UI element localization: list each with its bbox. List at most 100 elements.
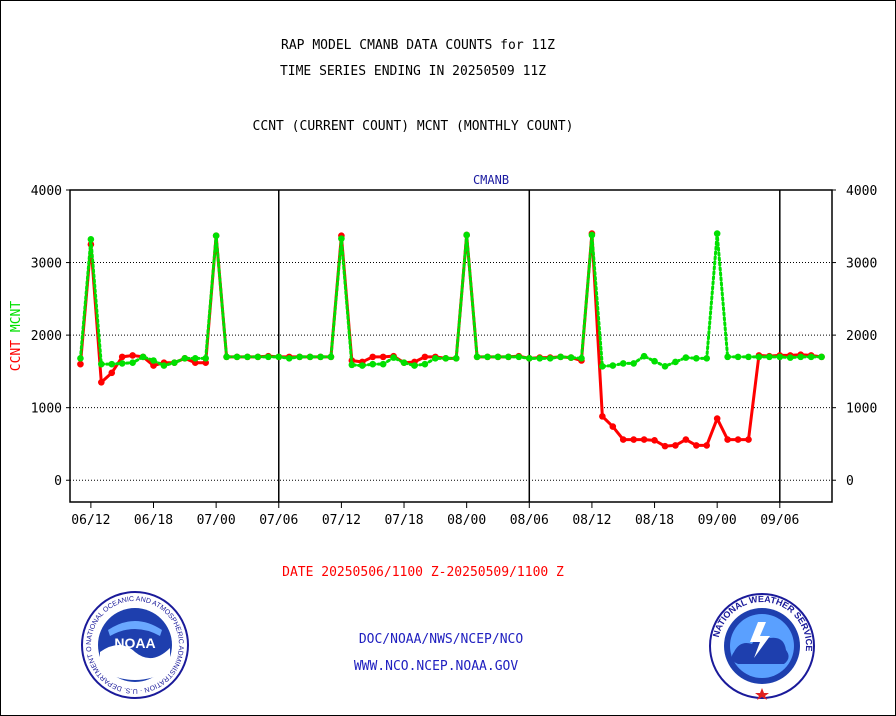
series-mcnt-point bbox=[202, 355, 209, 362]
series-mcnt-point bbox=[87, 236, 95, 243]
series-mcnt-point bbox=[599, 363, 606, 370]
x-tick-label: 09/06 bbox=[760, 513, 799, 528]
series-mcnt-point bbox=[588, 231, 596, 239]
series-mcnt-point bbox=[619, 360, 627, 367]
x-tick-label: 07/06 bbox=[259, 513, 298, 528]
series-mcnt-point bbox=[515, 353, 523, 361]
series-mcnt-point bbox=[442, 355, 450, 362]
series-mcnt-line bbox=[78, 232, 824, 368]
x-tick-label: 06/18 bbox=[134, 513, 173, 528]
series-mcnt-point bbox=[766, 353, 773, 361]
x-tick-label: 07/18 bbox=[384, 513, 423, 528]
series-mcnt-point bbox=[755, 353, 763, 361]
noaa-logo: NOAA NATIONAL OCEANIC AND ATMOSPHERIC AD… bbox=[80, 590, 189, 699]
series-ccnt-point bbox=[619, 436, 627, 443]
series-ccnt-point bbox=[98, 378, 105, 386]
x-tick-label: 09/00 bbox=[698, 513, 737, 528]
series-mcnt-point bbox=[296, 353, 303, 361]
series-ccnt-point bbox=[651, 437, 658, 444]
series-mcnt-point bbox=[181, 355, 189, 362]
series-mcnt-point bbox=[139, 353, 147, 361]
series-mcnt-point bbox=[484, 353, 491, 361]
series-ccnt-point bbox=[693, 442, 700, 449]
series-mcnt-point bbox=[557, 353, 564, 361]
series-mcnt-point bbox=[98, 360, 105, 368]
series-mcnt-point bbox=[640, 352, 648, 360]
series-mcnt-point bbox=[525, 355, 533, 362]
website-link[interactable]: WWW.NCO.NCEP.NOAA.GOV bbox=[353, 659, 519, 674]
series-mcnt-point bbox=[703, 355, 711, 362]
org-line: DOC/NOAA/NWS/NCEP/NCO bbox=[358, 632, 524, 647]
x-tick-label: 07/00 bbox=[197, 513, 236, 528]
series-mcnt-point bbox=[473, 353, 481, 361]
series-mcnt-point bbox=[630, 360, 637, 367]
series-ccnt-point bbox=[661, 442, 669, 450]
series-mcnt-point bbox=[400, 359, 408, 366]
series-mcnt-point bbox=[191, 355, 199, 362]
series-mcnt-point bbox=[390, 354, 397, 361]
series-ccnt-point bbox=[118, 353, 126, 361]
series-mcnt-point bbox=[327, 353, 335, 361]
x-tick-label: 08/00 bbox=[447, 513, 486, 528]
plot-area bbox=[69, 189, 833, 503]
series-mcnt-point bbox=[546, 355, 554, 362]
series-mcnt-point bbox=[578, 355, 585, 362]
series-mcnt-point bbox=[212, 232, 220, 240]
plot-title: CMANB bbox=[473, 173, 509, 187]
series-mcnt-point bbox=[797, 353, 804, 361]
y-tick-label-left: 2000 bbox=[31, 329, 62, 344]
series-ccnt-point bbox=[609, 423, 617, 430]
series-mcnt-point bbox=[358, 362, 366, 369]
y-tick-label-right: 1000 bbox=[846, 402, 877, 417]
series-mcnt-point bbox=[745, 353, 752, 361]
noaa-logo-label: NOAA bbox=[114, 635, 155, 651]
series-mcnt-point bbox=[411, 362, 418, 369]
series-ccnt-point bbox=[672, 442, 679, 449]
series-mcnt-point bbox=[77, 355, 84, 362]
series-ccnt-point bbox=[150, 362, 157, 369]
series-mcnt-point bbox=[254, 353, 262, 361]
y-tick-label-right: 3000 bbox=[846, 257, 877, 272]
series-ccnt-point bbox=[724, 436, 731, 443]
series-ccnt-point bbox=[369, 353, 377, 361]
series-mcnt-point bbox=[661, 363, 669, 370]
series-mcnt-point bbox=[317, 353, 324, 361]
y-tick-label-right: 0 bbox=[846, 474, 854, 489]
series-mcnt-point bbox=[432, 355, 439, 362]
series-mcnt-point bbox=[118, 360, 126, 367]
series-mcnt-point bbox=[463, 231, 470, 239]
series-mcnt-point bbox=[672, 358, 679, 366]
series-ccnt-point bbox=[734, 436, 742, 443]
x-tick-label: 08/12 bbox=[572, 513, 611, 528]
x-tick-label: 08/06 bbox=[510, 513, 549, 528]
series-mcnt-point bbox=[275, 353, 283, 361]
date-range-label: DATE 20250506/1100 Z-20250509/1100 Z bbox=[282, 565, 564, 580]
series-ccnt-point bbox=[129, 352, 136, 359]
y-tick-label-right: 2000 bbox=[846, 329, 877, 344]
series-mcnt-point bbox=[505, 353, 512, 361]
series-mcnt-point bbox=[369, 360, 377, 368]
series-mcnt-point bbox=[244, 353, 251, 361]
series-ccnt-point bbox=[713, 415, 721, 422]
series-ccnt-point bbox=[640, 436, 648, 443]
series-mcnt-point bbox=[129, 359, 136, 366]
series-mcnt-point bbox=[651, 357, 658, 365]
y-axis-label: CCNT MCNT bbox=[9, 301, 24, 372]
series-mcnt-point bbox=[160, 362, 168, 369]
series-ccnt-point bbox=[682, 436, 690, 443]
series-ccnt-line bbox=[78, 232, 822, 448]
series-mcnt-point bbox=[306, 353, 314, 361]
series-mcnt-point bbox=[108, 360, 116, 368]
y-tick-label-left: 4000 bbox=[31, 184, 62, 199]
x-tick-label: 06/12 bbox=[71, 513, 110, 528]
series-mcnt-point bbox=[818, 353, 825, 361]
y-label-mcnt: MCNT bbox=[9, 301, 24, 332]
series-mcnt-point bbox=[494, 353, 502, 361]
x-tick-label: 08/18 bbox=[635, 513, 674, 528]
chart-title-line-2: TIME SERIES ENDING IN 20250509 11Z bbox=[279, 64, 547, 79]
series-ccnt-point bbox=[421, 353, 429, 361]
x-tick-label: 07/12 bbox=[322, 513, 361, 528]
chart-subtitle: CCNT (CURRENT COUNT) MCNT (MONTHLY COUNT… bbox=[252, 119, 574, 134]
series-mcnt-point bbox=[285, 355, 293, 362]
